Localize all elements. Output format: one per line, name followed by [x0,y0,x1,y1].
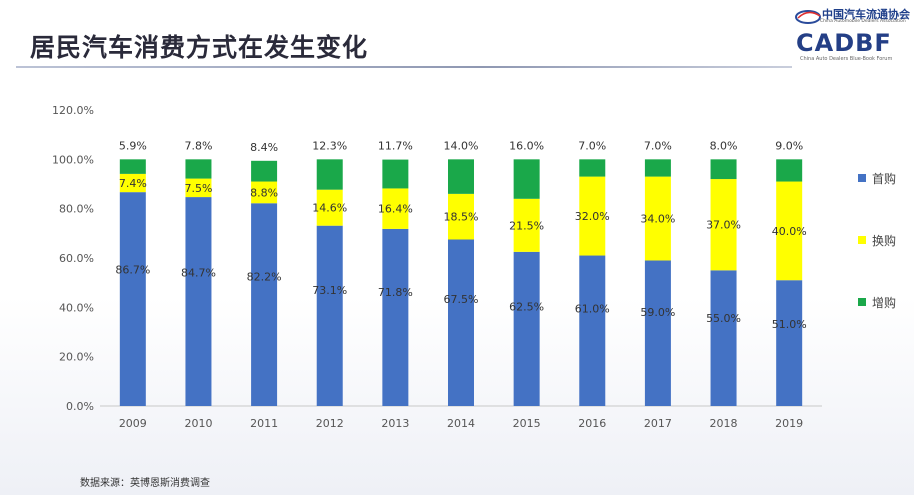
data-source-note: 数据来源：英博恩斯消费调查 [80,478,210,489]
data-label-replacement: 7.4% [119,177,147,190]
data-label-additional: 8.0% [710,139,738,152]
legend-swatch-additional [858,298,866,306]
cadbf-logo-emblem [795,10,821,24]
bar-segment [579,159,606,177]
bar-segment [185,178,212,198]
data-label-additional: 7.0% [644,139,672,152]
data-label-replacement: 18.5% [444,211,479,224]
bar-segment [513,198,540,252]
logo-subtitle: China Auto Dealers Blue-Book Forum [800,56,893,62]
data-label-additional: 12.3% [312,139,347,152]
x-tick-label: 2009 [119,417,147,430]
bar-segment [579,255,606,406]
x-tick-label: 2016 [578,417,606,430]
logo-wordmark: CADBF [796,29,892,57]
data-label-first-purchase: 59.0% [640,306,675,319]
bar-segment [644,176,671,261]
legend-swatch-replacement [858,236,866,244]
data-label-first-purchase: 55.0% [706,312,741,325]
data-label-first-purchase: 86.7% [115,263,150,276]
bar-segment [185,159,212,179]
bar-segment [316,159,343,190]
bar-segment [776,280,803,406]
bar-segment [185,197,212,406]
data-label-first-purchase: 82.2% [247,270,282,283]
bar-segment [513,159,540,199]
bar-segment [448,239,474,406]
data-label-replacement: 7.5% [184,182,212,195]
data-label-additional: 9.0% [775,139,803,152]
data-label-first-purchase: 67.5% [444,293,479,306]
bar-segment [644,159,671,177]
page-title: 居民汽车消费方式在发生变化 [30,33,369,62]
bar-segment [448,193,474,240]
x-tick-label: 2014 [447,417,475,430]
y-tick-label: 40.0% [59,301,94,314]
data-label-replacement: 14.6% [312,202,347,215]
data-label-first-purchase: 73.1% [312,284,347,297]
logo-english-name: China Automobile Dealers Association [820,19,906,24]
data-label-first-purchase: 51.0% [772,318,807,331]
x-tick-label: 2015 [513,417,541,430]
legend-label-additional: 增购 [872,296,897,310]
data-label-first-purchase: 61.0% [575,303,610,316]
y-tick-label: 120.0% [52,104,94,117]
data-label-additional: 8.4% [250,141,278,154]
bar-segment [710,179,737,271]
data-label-first-purchase: 62.5% [509,300,544,313]
data-label-replacement: 40.0% [772,225,807,238]
bar-segment [119,173,146,193]
bar-segment [382,159,409,189]
bar-segment [251,160,278,182]
data-label-replacement: 32.0% [575,210,610,223]
logo-chinese-name: 中国汽车流通协会 [822,8,910,21]
data-label-additional: 5.9% [119,139,147,152]
title-divider [16,66,792,68]
bar-segment [251,181,278,204]
data-label-additional: 16.0% [509,139,544,152]
legend-swatch-first-purchase [858,174,866,182]
bar-segment [710,159,737,180]
bar-segment [776,159,803,182]
bar-segment [119,192,146,406]
bar-segment [316,225,343,406]
data-label-first-purchase: 84.7% [181,266,216,279]
x-tick-label: 2012 [316,417,344,430]
y-tick-label: 60.0% [59,252,94,265]
bar-segment [776,181,803,281]
y-tick-label: 100.0% [52,153,94,166]
bar-segment [119,159,146,174]
legend-label-replacement: 换购 [872,234,897,248]
bar-segment [382,188,409,229]
x-tick-label: 2011 [250,417,278,430]
data-label-replacement: 34.0% [640,213,675,226]
bar-segment [448,159,474,194]
x-tick-label: 2019 [775,417,803,430]
y-tick-label: 80.0% [59,203,94,216]
y-tick-label: 0.0% [66,400,94,413]
bar-segment [513,251,540,406]
data-label-first-purchase: 71.8% [378,286,413,299]
data-label-replacement: 21.5% [509,219,544,232]
bar-segment [710,270,737,406]
data-label-additional: 11.7% [378,140,413,153]
data-label-replacement: 37.0% [706,219,741,232]
bar-segment [316,189,343,226]
bar-segment [251,203,278,406]
data-label-replacement: 16.4% [378,203,413,216]
x-tick-label: 2010 [184,417,212,430]
data-label-additional: 7.8% [184,139,212,152]
data-label-additional: 14.0% [444,139,479,152]
data-label-additional: 7.0% [578,139,606,152]
data-label-replacement: 8.8% [250,186,278,199]
bar-segment [382,228,409,406]
bar-segment [579,176,606,256]
x-tick-label: 2013 [381,417,409,430]
x-tick-label: 2017 [644,417,672,430]
legend-label-first-purchase: 首购 [872,172,897,186]
x-tick-label: 2018 [710,417,738,430]
bar-segment [644,260,671,406]
y-tick-label: 20.0% [59,351,94,364]
